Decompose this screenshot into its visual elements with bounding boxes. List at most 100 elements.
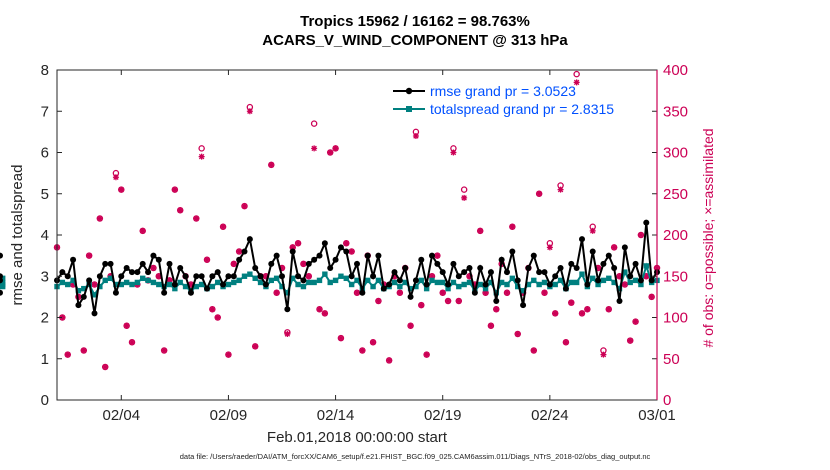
totalspread-point	[482, 285, 489, 292]
x-tick-label: 02/04	[103, 407, 141, 424]
totalspread-point	[118, 281, 124, 288]
totalspread-point	[343, 275, 349, 282]
totalspread-point	[552, 281, 558, 288]
rmse-point	[445, 281, 452, 288]
obs-assimilated-marker	[102, 364, 109, 370]
obs-assimilated-marker	[487, 322, 494, 329]
totalspread-point	[573, 279, 580, 286]
totalspread-point	[413, 283, 419, 290]
totalspread-point	[450, 279, 457, 286]
rmse-point	[134, 269, 141, 276]
rmse-point	[627, 273, 634, 280]
totalspread-point	[0, 281, 6, 288]
rmse-point	[337, 244, 344, 251]
obs-assimilated-marker	[605, 306, 612, 313]
y2-tick-label: 300	[663, 145, 688, 162]
obs-assimilated-marker	[375, 298, 382, 304]
chart-title: Tropics 15962 / 16162 = 98.763%	[300, 13, 530, 30]
totalspread-point	[348, 281, 355, 288]
totalspread-point	[632, 277, 639, 284]
obs-assimilated-marker	[600, 351, 607, 358]
rmse-point	[412, 277, 419, 284]
totalspread-point	[70, 277, 76, 284]
obs-assimilated-marker	[568, 299, 575, 306]
y-tick-label: 0	[41, 392, 49, 409]
totalspread-point	[177, 279, 183, 286]
obs-assimilated-marker	[354, 289, 360, 296]
obs-assimilated-marker	[450, 149, 457, 156]
totalspread-point	[509, 275, 516, 282]
totalspread-point	[493, 290, 499, 296]
obs-assimilated-marker	[418, 302, 425, 309]
rmse-point	[562, 285, 569, 292]
rmse-point	[327, 265, 334, 271]
rmse-point	[166, 260, 173, 267]
obs-assimilated-marker	[118, 186, 125, 193]
totalspread-point	[456, 283, 462, 290]
x-tick-label: 02/19	[424, 407, 462, 424]
totalspread-point	[327, 279, 333, 286]
totalspread-point	[113, 281, 119, 288]
obs-assimilated-marker	[252, 343, 259, 350]
obs-assimilated-marker	[204, 256, 210, 263]
rmse-point	[0, 252, 3, 259]
rmse-point	[161, 289, 168, 296]
rmse-point	[616, 298, 623, 304]
obs-assimilated-marker	[300, 260, 307, 267]
obs-assimilated-marker	[230, 260, 237, 267]
y-tick-label: 4	[41, 227, 49, 244]
totalspread-point	[91, 292, 98, 298]
obs-assimilated-marker	[112, 174, 119, 181]
rmse-point	[268, 260, 275, 267]
totalspread-point	[418, 277, 424, 284]
rmse-point	[257, 273, 264, 280]
obs-assimilated-marker	[284, 331, 291, 337]
rmse-point	[75, 302, 82, 309]
rmse-point	[541, 269, 548, 276]
y2-axis-label: # of obs: o=possible; ×=assimilated	[700, 128, 716, 347]
totalspread-point	[466, 279, 473, 286]
rmse-point	[289, 248, 296, 255]
obs-possible-marker	[573, 70, 580, 78]
obs-assimilated-marker	[198, 153, 205, 160]
axes-box	[56, 69, 658, 401]
rmse-point	[391, 269, 398, 276]
obs-assimilated-marker	[471, 281, 478, 288]
totalspread-point	[247, 271, 253, 277]
rmse-point	[621, 244, 628, 251]
rmse-point	[600, 260, 607, 267]
y2-tick-label: 200	[663, 227, 688, 244]
obs-possible-marker	[460, 186, 468, 193]
y2-tick-label: 350	[663, 103, 688, 120]
obs-assimilated-marker	[396, 289, 403, 296]
obs-possible-marker	[198, 145, 205, 152]
obs-assimilated-marker	[150, 265, 157, 271]
obs-assimilated-marker	[546, 244, 553, 251]
totalspread-point	[102, 277, 108, 284]
obs-assimilated-marker	[91, 281, 98, 288]
rmse-point	[466, 265, 473, 271]
totalspread-point	[515, 283, 521, 290]
rmse-point	[407, 293, 414, 300]
totalspread-point	[295, 281, 301, 288]
obs-assimilated-marker	[504, 289, 510, 296]
x-tick-label: 03/01	[638, 407, 676, 424]
totalspread-point	[241, 273, 248, 279]
totalspread-point	[627, 279, 633, 286]
obs-assimilated-marker	[595, 265, 602, 271]
obs-assimilated-marker	[273, 289, 280, 296]
rmse-point	[209, 273, 216, 280]
totalspread-point	[65, 281, 71, 288]
totalspread-point	[391, 279, 398, 286]
y2-tick-label: 50	[663, 351, 680, 368]
totalspread-point	[97, 283, 103, 290]
rmse-point	[91, 310, 98, 317]
obs-assimilated-marker	[407, 322, 414, 329]
obs-assimilated-marker	[236, 248, 243, 255]
rmse-point	[637, 277, 644, 284]
rmse-point	[102, 260, 109, 267]
obs-assimilated-marker	[220, 223, 227, 230]
obs-assimilated-marker	[80, 347, 87, 354]
rmse-point	[530, 252, 537, 259]
